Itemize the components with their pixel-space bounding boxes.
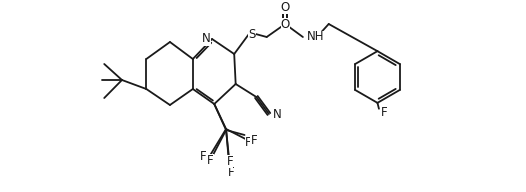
- Text: O: O: [280, 1, 290, 14]
- Text: O: O: [280, 18, 290, 31]
- Text: F: F: [228, 166, 235, 179]
- Text: F: F: [381, 106, 388, 119]
- Text: N: N: [272, 108, 281, 121]
- Text: F: F: [199, 151, 206, 164]
- Text: N: N: [202, 32, 210, 46]
- Text: F: F: [245, 136, 251, 148]
- Text: F: F: [207, 153, 214, 166]
- Text: S: S: [248, 27, 256, 41]
- Text: F: F: [227, 155, 233, 168]
- Text: F: F: [250, 133, 257, 146]
- Text: NH: NH: [307, 31, 324, 44]
